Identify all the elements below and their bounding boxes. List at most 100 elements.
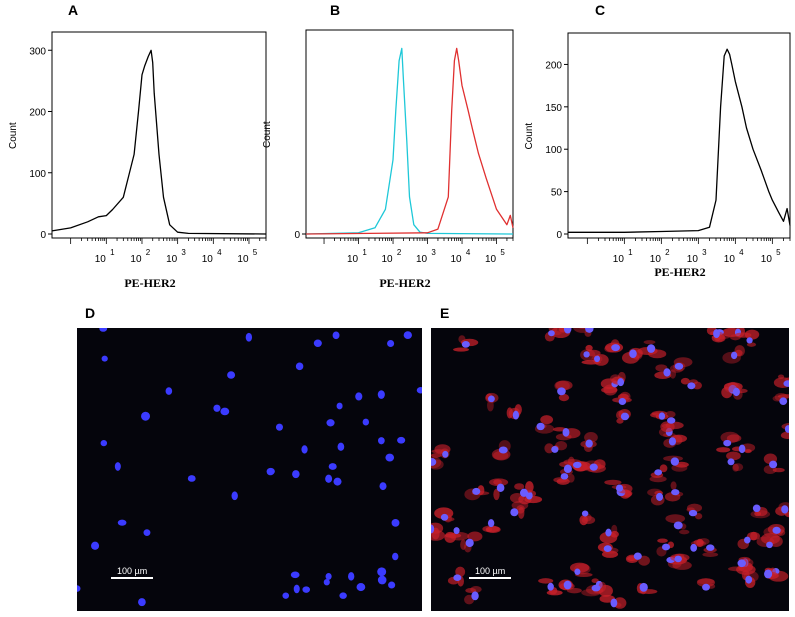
nucleus-28: [377, 390, 385, 399]
nucleus-5: [392, 552, 399, 561]
x-tick-label-b-4: 10: [485, 254, 497, 265]
x-tick-label-c-2: 10: [687, 254, 699, 265]
nucleus-82: [557, 387, 566, 396]
panel-label-e: E: [440, 305, 450, 321]
scale-bar-e: [469, 577, 511, 579]
nucleus-36: [377, 567, 387, 577]
nucleus-30: [487, 395, 495, 403]
y-axis-title-c: Count: [524, 123, 535, 150]
panel-label-b: B: [330, 2, 341, 18]
panel-label-a: A: [68, 2, 79, 18]
nucleus-62: [752, 504, 761, 513]
nucleus-77: [766, 541, 773, 549]
nucleus-53: [737, 559, 746, 568]
x-tick-exp-b-1: 2: [397, 248, 402, 257]
nucleus-25: [336, 402, 343, 410]
her2-stain-2-2: [750, 531, 758, 541]
nucleus-8: [656, 492, 664, 501]
her2-stain-20-2: [744, 329, 760, 340]
x-tick-exp-b-3: 4: [466, 248, 471, 257]
nucleus-89: [702, 583, 710, 591]
nucleus-6: [471, 591, 479, 601]
y-tick-label-c-4: 200: [545, 60, 562, 71]
nucleus-38: [378, 437, 385, 445]
her2-stain-67-0: [672, 560, 692, 570]
nucleus-31: [138, 598, 146, 607]
nucleus-38: [667, 417, 676, 424]
nucleus-11: [563, 464, 572, 474]
nucleus-39: [379, 482, 387, 491]
nucleus-91: [629, 349, 637, 358]
nucleus-19: [496, 483, 505, 492]
her2-stain-72-1: [538, 578, 554, 584]
nucleus-79: [548, 330, 555, 337]
nucleus-56: [615, 484, 624, 492]
her2-stain-18-2: [671, 464, 688, 472]
nucleus-26: [727, 458, 735, 466]
scale-bar-label-d: 100 µm: [117, 566, 148, 576]
nucleus-22: [416, 387, 425, 394]
her2-stain-6-2: [465, 588, 477, 594]
y-tick-label-a-2: 200: [29, 108, 46, 119]
nucleus-42: [585, 439, 593, 448]
nucleus-46: [572, 461, 582, 469]
nucleus-54: [603, 545, 612, 552]
nucleus-40: [326, 419, 335, 427]
her2-stain-92-2: [694, 513, 703, 520]
nucleus-34: [442, 450, 449, 458]
x-tick-label-a-4: 10: [237, 254, 249, 265]
nucleus-10: [472, 487, 481, 495]
panel-label-d: D: [85, 305, 96, 321]
her2-stain-55-1: [616, 418, 624, 424]
her2-stain-19-2: [493, 479, 502, 485]
x-tick-label-c-4: 10: [761, 254, 773, 265]
x-tick-label-a-2: 10: [166, 254, 178, 265]
x-axis-title-a: PE-HER2: [124, 276, 176, 290]
nucleus-24: [377, 575, 387, 585]
nucleus-45: [227, 371, 236, 379]
x-axis-title-c: PE-HER2: [654, 265, 706, 279]
nucleus-55: [620, 412, 630, 421]
x-tick-exp-a-3: 4: [217, 248, 222, 257]
nucleus-4: [510, 508, 519, 517]
her2-stain-82-2: [558, 393, 570, 402]
her2-stain-38-2: [661, 423, 671, 429]
nucleus-48: [143, 529, 151, 536]
nucleus-40: [668, 437, 677, 446]
nucleus-61: [583, 351, 590, 358]
her2-stain-61-2: [585, 344, 593, 352]
her2-stain-72-2: [546, 590, 563, 596]
nucleus-64: [730, 351, 738, 360]
x-tick-exp-a-1: 2: [146, 248, 151, 257]
y-tick-label-c-0: 0: [556, 230, 562, 241]
y-axis-title-a: Count: [8, 122, 19, 149]
her2-stain-64-2: [734, 345, 745, 357]
panel-label-c: C: [595, 2, 606, 18]
nucleus-34: [245, 332, 253, 342]
her2-stain-54-1: [601, 550, 619, 558]
x-tick-label-c-1: 10: [650, 254, 662, 265]
her2-stain-16-2: [693, 539, 704, 545]
y-axis-title-b: Count: [262, 121, 273, 148]
plot-frame-c: [567, 32, 791, 239]
y-tick-label-b-0: 0: [294, 230, 300, 241]
x-tick-exp-b-2: 3: [431, 248, 436, 257]
nucleus-32: [663, 368, 671, 377]
nucleus-52: [560, 473, 569, 480]
nucleus-19: [275, 423, 283, 431]
nucleus-33: [91, 541, 100, 550]
nucleus-86: [591, 584, 601, 592]
nucleus-84: [732, 387, 740, 397]
nucleus-49: [301, 445, 308, 454]
nucleus-27: [328, 463, 337, 470]
her2-stain-25-1: [643, 340, 656, 345]
nucleus-57: [674, 362, 684, 370]
series-line-b-0: [305, 47, 514, 235]
y-tick-label-a-3: 300: [29, 46, 46, 57]
her2-stain-74-1: [525, 481, 534, 493]
nucleus-6: [391, 518, 400, 527]
nucleus-76: [617, 378, 625, 387]
nucleus-80: [658, 412, 666, 420]
her2-stain-35-2: [611, 524, 618, 535]
her2-stain-26-2: [726, 451, 741, 461]
